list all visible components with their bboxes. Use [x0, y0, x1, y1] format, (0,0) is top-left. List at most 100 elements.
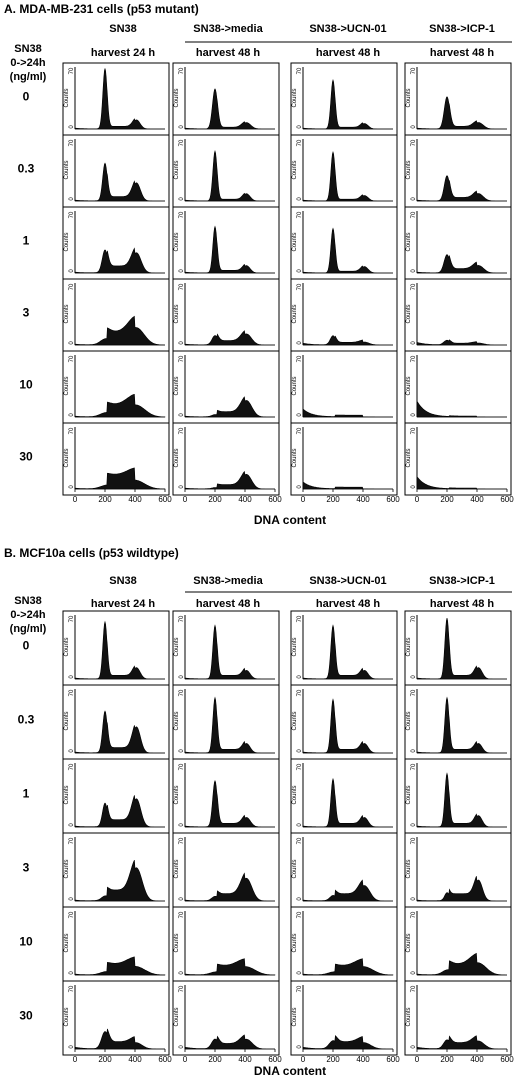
y-tick-label-bottom: 0	[69, 823, 75, 827]
y-tick-label-bottom: 0	[411, 413, 417, 417]
y-tick-label-top: 70	[411, 427, 417, 434]
y-axis-label: Counts	[292, 160, 298, 179]
histogram-area	[416, 339, 507, 346]
x-tick-label: 600	[500, 495, 514, 504]
panel-b-row-header-3: (ng/ml)	[10, 623, 47, 635]
histogram-area	[416, 96, 507, 130]
panel-b-row-header-1: SN38	[14, 595, 42, 607]
y-axis-label: Counts	[64, 711, 70, 730]
y-tick-label-bottom: 0	[179, 269, 185, 273]
y-axis-label: Counts	[406, 785, 412, 804]
y-tick-label-bottom: 0	[411, 823, 417, 827]
histogram-cell-frame	[172, 422, 280, 496]
histogram-area	[302, 698, 393, 754]
row-label-30: 30	[19, 1008, 33, 1022]
y-tick-label-top: 70	[297, 67, 303, 74]
y-tick-label-top: 70	[69, 67, 75, 74]
histogram-cell-frame	[172, 62, 280, 136]
histogram-area	[302, 408, 393, 418]
y-tick-label-bottom: 0	[411, 1045, 417, 1049]
y-tick-label-bottom: 0	[297, 749, 303, 753]
y-axis-label: Counts	[292, 448, 298, 467]
y-tick-label-top: 70	[411, 67, 417, 74]
x-tick-label: 400	[238, 1055, 252, 1064]
y-tick-label-bottom: 0	[179, 749, 185, 753]
y-axis-label: Counts	[406, 88, 412, 107]
histogram-area	[74, 859, 165, 902]
panel-a-col-sub-4: harvest 48 h	[430, 47, 494, 59]
y-tick-label-bottom: 0	[179, 485, 185, 489]
y-tick-label-top: 70	[69, 615, 75, 622]
y-tick-label-top: 70	[411, 139, 417, 146]
y-axis-label: Counts	[64, 637, 70, 656]
y-tick-label-bottom: 0	[179, 197, 185, 201]
x-tick-label: 600	[268, 1055, 282, 1064]
y-tick-label-top: 70	[179, 985, 185, 992]
x-tick-label: 400	[356, 495, 370, 504]
x-tick-label: 400	[128, 495, 142, 504]
y-tick-label-top: 70	[297, 615, 303, 622]
x-tick-label: 400	[356, 1055, 370, 1064]
y-axis-label: Counts	[64, 160, 70, 179]
y-tick-label-bottom: 0	[411, 749, 417, 753]
histogram-area	[302, 150, 393, 202]
histogram-area	[416, 400, 507, 418]
y-axis-label: Counts	[406, 448, 412, 467]
y-axis-label: Counts	[64, 859, 70, 878]
histogram-area	[302, 335, 393, 346]
histogram-cell-frame	[404, 206, 512, 280]
histogram-area	[416, 618, 507, 680]
y-tick-label-top: 70	[179, 837, 185, 844]
y-tick-label-top: 70	[179, 689, 185, 696]
histogram-area	[74, 247, 165, 274]
panel-a-col-title-3: SN38->UCN-01	[309, 23, 386, 35]
y-tick-label-bottom: 0	[69, 971, 75, 975]
histogram-cell-frame	[172, 134, 280, 208]
x-tick-label: 400	[470, 495, 484, 504]
histogram-cell-frame	[62, 422, 170, 496]
histogram-cell-frame	[290, 134, 398, 208]
y-axis-label: Counts	[174, 448, 180, 467]
x-tick-label: 200	[440, 495, 454, 504]
panel-b-col-title-4: SN38->ICP-1	[429, 575, 495, 587]
x-tick-label: 200	[208, 495, 222, 504]
y-axis-label: Counts	[174, 88, 180, 107]
y-axis-label: Counts	[406, 1007, 412, 1026]
y-axis-label: Counts	[64, 376, 70, 395]
histogram-cell-frame	[62, 980, 170, 1056]
x-tick-label: 600	[158, 1055, 172, 1064]
y-tick-label-top: 70	[179, 615, 185, 622]
histogram-cell-frame	[290, 684, 398, 760]
panel-a-col-sub-3: harvest 48 h	[316, 47, 380, 59]
y-tick-label-top: 70	[69, 355, 75, 362]
y-tick-label-top: 70	[179, 763, 185, 770]
x-tick-label: 200	[208, 1055, 222, 1064]
y-tick-label-top: 70	[297, 211, 303, 218]
histogram-area	[184, 225, 275, 274]
histogram-area	[184, 150, 275, 202]
y-tick-label-bottom: 0	[411, 197, 417, 201]
histogram-area	[416, 1035, 507, 1050]
histogram-area	[74, 393, 166, 418]
y-tick-label-top: 70	[297, 837, 303, 844]
x-tick-label: 400	[470, 1055, 484, 1064]
y-tick-label-bottom: 0	[411, 675, 417, 679]
histogram-cell-frame	[290, 206, 398, 280]
y-tick-label-top: 70	[179, 283, 185, 290]
histogram-area	[302, 958, 394, 976]
y-tick-label-top: 70	[411, 837, 417, 844]
row-label-3: 3	[23, 305, 30, 319]
y-tick-label-bottom: 0	[179, 675, 185, 679]
histogram-cell-frame	[404, 422, 512, 496]
histogram-area	[74, 315, 165, 346]
histogram-area	[184, 330, 275, 346]
histogram-cell-frame	[404, 62, 512, 136]
row-label-10: 10	[19, 934, 33, 948]
y-axis-label: Counts	[174, 933, 180, 952]
histogram-area	[302, 227, 393, 274]
panel-b-col-title-2: SN38->media	[193, 575, 263, 587]
y-tick-label-bottom: 0	[69, 749, 75, 753]
histogram-cell-frame	[404, 758, 512, 834]
y-tick-label-top: 70	[179, 911, 185, 918]
histogram-cell-frame	[290, 278, 398, 352]
